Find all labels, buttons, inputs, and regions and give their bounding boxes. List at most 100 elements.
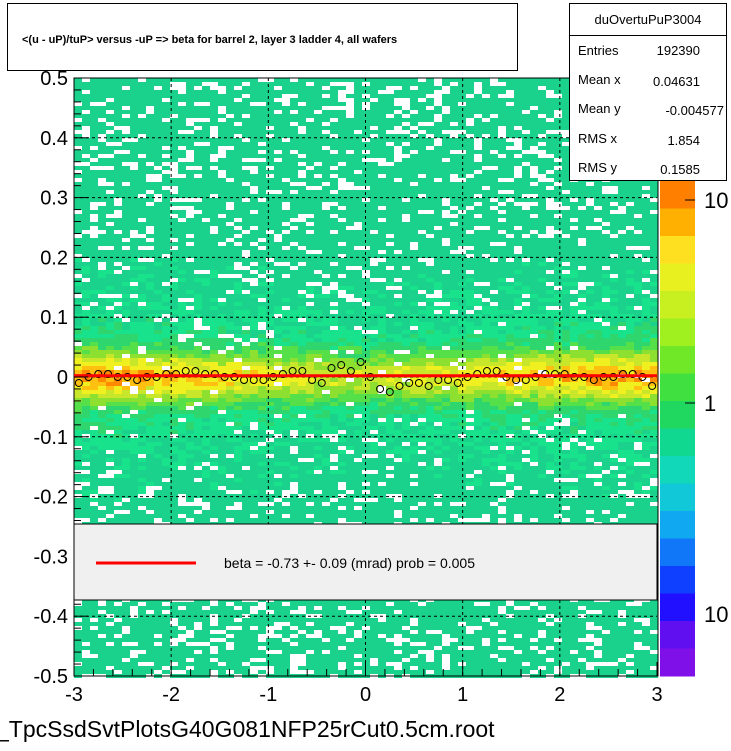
heatmap-cell — [634, 234, 642, 238]
heatmap-cell — [234, 378, 242, 382]
heatmap-cell — [514, 370, 522, 374]
heatmap-cell — [322, 238, 330, 242]
heatmap-cell — [554, 342, 562, 346]
heatmap-cell — [394, 182, 402, 186]
heatmap-cell — [474, 218, 482, 222]
heatmap-cell — [618, 278, 626, 282]
heatmap-cell — [114, 118, 122, 122]
heatmap-cell — [266, 358, 274, 362]
heatmap-cell — [530, 190, 538, 194]
heatmap-cell — [450, 394, 458, 398]
heatmap-cell — [170, 158, 178, 162]
heatmap-cell — [538, 190, 546, 194]
heatmap-cell — [218, 290, 226, 294]
heatmap-cell — [162, 130, 170, 134]
heatmap-cell — [626, 318, 634, 322]
heatmap-cell — [330, 246, 338, 250]
heatmap-cell — [378, 286, 386, 290]
heatmap-cell — [634, 258, 642, 262]
heatmap-cell — [234, 398, 242, 402]
heatmap-cell — [522, 134, 530, 138]
heatmap-cell — [338, 134, 346, 138]
heatmap-cell — [306, 106, 314, 110]
heatmap-cell — [282, 90, 290, 94]
heatmap-cell — [482, 114, 490, 118]
heatmap-cell — [194, 106, 202, 110]
heatmap-cell — [562, 202, 570, 206]
heatmap-cell — [514, 298, 522, 302]
heatmap-cell — [122, 350, 130, 354]
heatmap-cell — [298, 78, 306, 82]
heatmap-cell — [354, 294, 362, 298]
heatmap-cell — [106, 262, 114, 266]
heatmap-cell — [258, 86, 266, 90]
heatmap-cell — [410, 298, 418, 302]
heatmap-cell — [282, 122, 290, 126]
heatmap-cell — [426, 130, 434, 134]
heatmap-cell — [650, 218, 658, 222]
heatmap-cell — [90, 266, 98, 270]
heatmap-cell — [402, 134, 410, 138]
heatmap-cell — [170, 142, 178, 146]
heatmap-cell — [474, 266, 482, 270]
heatmap-cell — [234, 210, 242, 214]
heatmap-cell — [274, 358, 282, 362]
heatmap-cell — [234, 386, 242, 390]
heatmap-cell — [162, 114, 170, 118]
heatmap-cell — [282, 218, 290, 222]
heatmap-cell — [338, 166, 346, 170]
heatmap-cell — [258, 282, 266, 286]
heatmap-cell — [378, 322, 386, 326]
heatmap-cell — [402, 302, 410, 306]
heatmap-cell — [114, 194, 122, 198]
heatmap-cell — [506, 398, 514, 402]
heatmap-cell — [146, 330, 154, 334]
heatmap-cell — [362, 290, 370, 294]
heatmap-cell — [394, 354, 402, 358]
heatmap-cell — [250, 106, 258, 110]
heatmap-cell — [138, 82, 146, 86]
heatmap-cell — [74, 298, 82, 302]
heatmap-cell — [338, 362, 346, 366]
heatmap-cell — [178, 190, 186, 194]
heatmap-cell — [82, 174, 90, 178]
heatmap-cell — [338, 346, 346, 350]
heatmap-cell — [602, 358, 610, 362]
heatmap-cell — [202, 138, 210, 142]
heatmap-cell — [274, 278, 282, 282]
heatmap-cell — [514, 318, 522, 322]
heatmap-cell — [466, 282, 474, 286]
heatmap-cell — [546, 394, 554, 398]
heatmap-cell — [90, 390, 98, 394]
heatmap-cell — [370, 210, 378, 214]
heatmap-cell — [162, 182, 170, 186]
heatmap-cell — [226, 106, 234, 110]
heatmap-cell — [610, 294, 618, 298]
heatmap-cell — [338, 386, 346, 390]
heatmap-cell — [410, 322, 418, 326]
heatmap-cell — [466, 358, 474, 362]
heatmap-cell — [378, 398, 386, 402]
heatmap-cell — [434, 394, 442, 398]
heatmap-cell — [266, 142, 274, 146]
heatmap-cell — [170, 194, 178, 198]
heatmap-cell — [434, 358, 442, 362]
heatmap-cell — [274, 250, 282, 254]
heatmap-cell — [458, 258, 466, 262]
heatmap-cell — [370, 202, 378, 206]
heatmap-cell — [154, 330, 162, 334]
heatmap-cell — [418, 134, 426, 138]
heatmap-cell — [386, 366, 394, 370]
heatmap-cell — [154, 210, 162, 214]
heatmap-cell — [410, 90, 418, 94]
heatmap-cell — [274, 126, 282, 130]
heatmap-cell — [274, 398, 282, 402]
heatmap-cell — [546, 294, 554, 298]
heatmap-cell — [250, 234, 258, 238]
heatmap-cell — [490, 186, 498, 190]
heatmap-cell — [386, 110, 394, 114]
heatmap-cell — [154, 134, 162, 138]
heatmap-cell — [386, 282, 394, 286]
heatmap-cell — [90, 358, 98, 362]
heatmap-cell — [618, 354, 626, 358]
